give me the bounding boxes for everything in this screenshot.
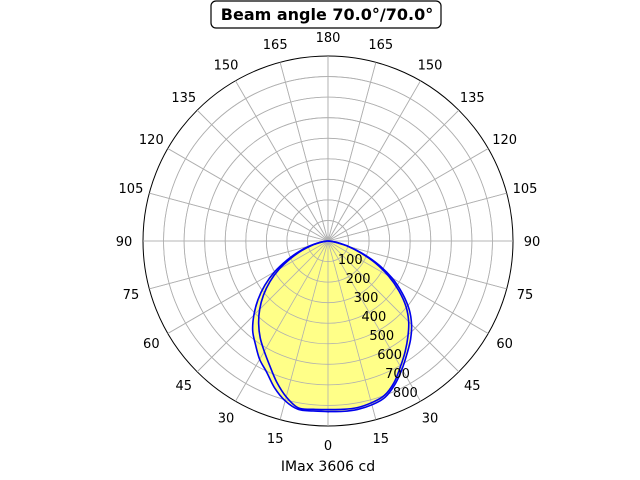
angle-tick-label: 0 (324, 439, 332, 454)
grid-spoke (327, 240, 421, 402)
angle-tick-label: 165 (368, 38, 393, 53)
grid-spoke (167, 240, 329, 334)
chart-title: Beam angle 70.0°/70.0° (221, 5, 433, 24)
angle-tick-label: 120 (492, 133, 517, 148)
grid-spoke (327, 80, 421, 242)
radial-tick-label: 600 (377, 348, 402, 363)
radial-tick-label: 800 (393, 386, 418, 401)
angle-tick-label: 60 (143, 337, 160, 352)
grid-spoke (327, 240, 460, 373)
angle-tick-label: 30 (218, 412, 235, 427)
angle-tick-label: 135 (460, 91, 485, 106)
grid-spoke (196, 240, 329, 373)
angle-tick-label: 30 (422, 412, 439, 427)
x-axis-label: IMax 3606 cd (281, 459, 375, 475)
title-frame (210, 0, 442, 29)
angle-tick-label: 150 (418, 58, 443, 73)
radial-tick-label: 400 (361, 310, 386, 325)
radial-tick-label: 500 (369, 329, 394, 344)
angle-tick-label: 135 (171, 91, 196, 106)
radial-tick-label: 100 (338, 253, 363, 268)
angle-tick-label: 15 (267, 432, 284, 447)
angle-tick-label: 105 (513, 182, 538, 197)
tick-labels: 0 15 30 45 60 75 90 105 120 135 150 165 180 15 30 45 60 7… (116, 31, 541, 454)
intensity-curve-1 (251, 240, 413, 413)
angle-tick-label: 15 (373, 432, 390, 447)
radial-tick-label: 200 (346, 272, 371, 287)
grid-spoke (327, 240, 489, 334)
intensity-fill-area (252, 241, 412, 412)
angle-tick-label: 165 (263, 38, 288, 53)
grid-spoke (149, 192, 329, 242)
intensity-curves (251, 240, 413, 413)
polar-grid-overlay (142, 55, 514, 427)
grid-spoke (327, 240, 507, 290)
grid-spoke (327, 109, 460, 242)
angle-tick-label: 120 (139, 133, 164, 148)
grid-spoke (327, 192, 507, 242)
grid-spoke (279, 62, 329, 242)
grid-spoke (235, 240, 329, 402)
grid-spoke (327, 62, 377, 242)
grid-spoke (167, 148, 329, 242)
intensity-curve-2 (257, 240, 410, 411)
angle-tick-label: 180 (316, 31, 341, 46)
chart-title-box: Beam angle 70.0°/70.0° (210, 0, 442, 29)
angle-tick-label: 90 (116, 235, 133, 250)
grid-spoke (149, 240, 329, 290)
angle-tick-label: 150 (214, 58, 239, 73)
angle-tick-label: 45 (464, 379, 481, 394)
angle-tick-label: 45 (175, 379, 192, 394)
radial-tick-label: 300 (354, 291, 379, 306)
grid-spoke (279, 240, 329, 420)
angle-tick-label: 105 (119, 182, 144, 197)
angle-tick-label: 75 (517, 288, 534, 303)
radial-tick-label: 700 (385, 367, 410, 382)
intensity-fill (252, 241, 412, 412)
grid-spoke (327, 240, 377, 420)
grid-spoke (327, 148, 489, 242)
angle-tick-label: 75 (123, 288, 140, 303)
grid-spoke (235, 80, 329, 242)
angle-tick-label: 90 (524, 235, 541, 250)
angle-tick-label: 60 (496, 337, 513, 352)
grid-spoke (196, 109, 329, 242)
